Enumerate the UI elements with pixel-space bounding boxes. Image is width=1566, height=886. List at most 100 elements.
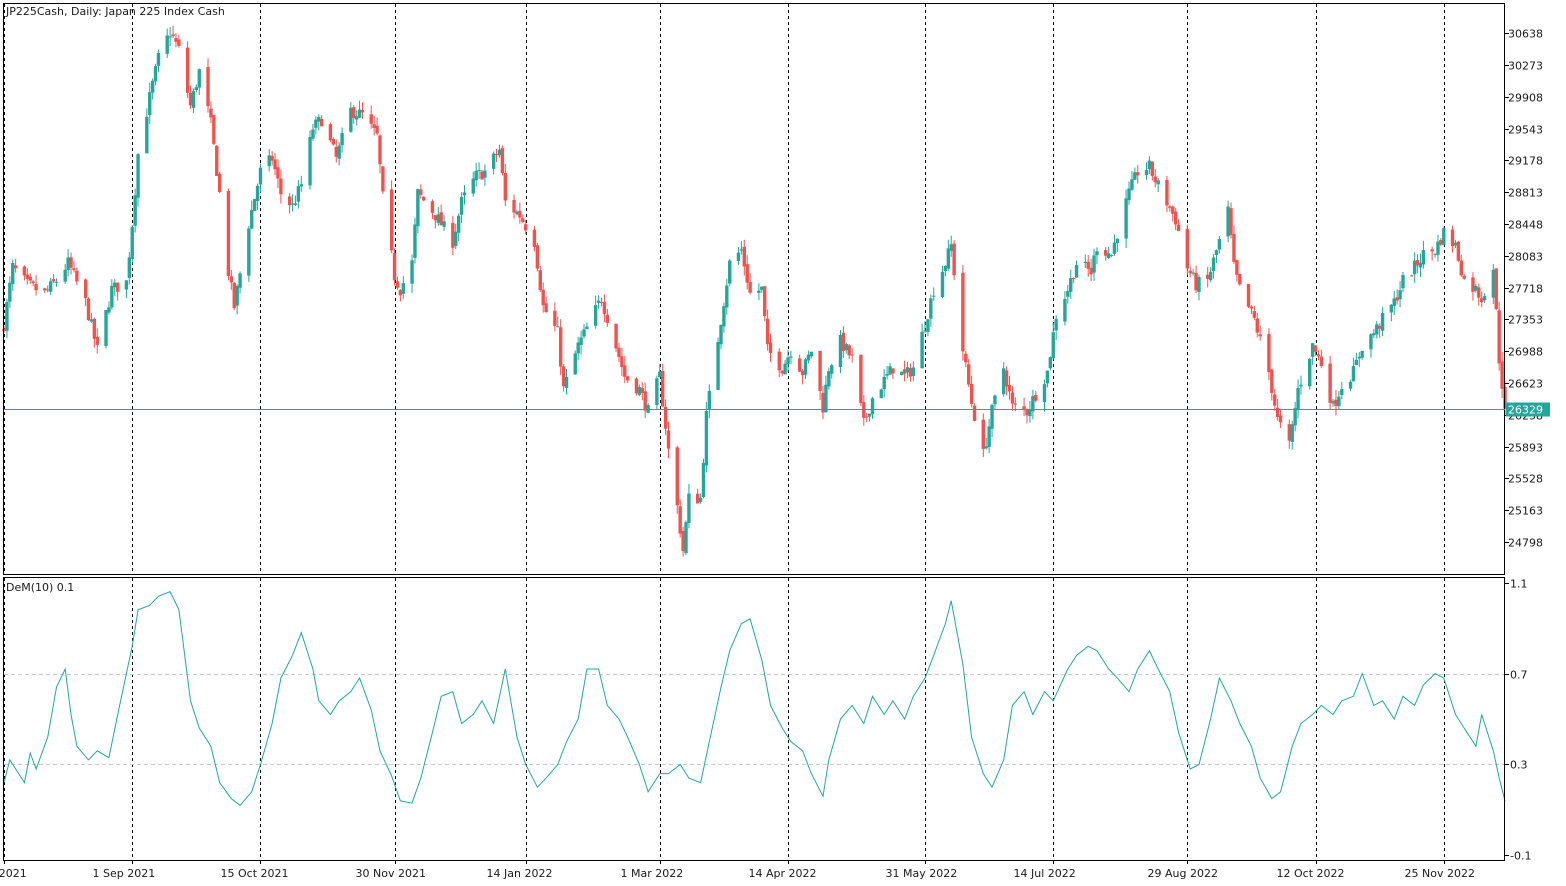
candle	[1188, 266, 1192, 278]
indicator-axis[interactable]: 1.1 0.7 0.3 -0.1	[1505, 578, 1531, 863]
x-tick-label: 25 Nov 2022	[1405, 867, 1475, 880]
candle-body	[34, 284, 38, 291]
candle	[1337, 391, 1341, 410]
candle-body	[1462, 275, 1466, 279]
candle	[658, 364, 662, 378]
candle	[524, 219, 528, 235]
candle	[704, 402, 709, 473]
candle	[1092, 248, 1096, 281]
candle-body	[1273, 394, 1277, 406]
candle	[593, 295, 598, 329]
candle-body	[206, 67, 210, 107]
candle	[1173, 207, 1178, 231]
candle	[247, 225, 251, 282]
candle	[1450, 225, 1455, 253]
candle-body	[480, 171, 484, 180]
candle-body	[929, 298, 933, 319]
candle	[1238, 273, 1242, 286]
candle-body	[375, 125, 379, 134]
candle-body	[165, 35, 169, 54]
candle-body	[1494, 268, 1498, 310]
candle	[1028, 400, 1032, 423]
candle	[401, 276, 405, 299]
candle-body	[1340, 389, 1344, 396]
candle	[314, 116, 318, 135]
last-price-tag-background	[1506, 402, 1550, 417]
candle	[1208, 267, 1213, 283]
candle	[1278, 408, 1283, 428]
candle-body	[421, 196, 426, 201]
candle-body	[841, 332, 846, 352]
candle-body	[340, 133, 344, 146]
candle-body	[763, 286, 767, 317]
candle	[1415, 254, 1420, 274]
candle-body	[1310, 343, 1315, 357]
candle-body	[436, 214, 440, 223]
candle	[311, 123, 315, 141]
candle-body	[503, 172, 508, 201]
candle-body	[1130, 179, 1134, 190]
candle	[1130, 171, 1134, 192]
candle	[1246, 283, 1251, 308]
candle	[503, 163, 508, 206]
candle	[1471, 272, 1475, 301]
candle-body	[757, 290, 761, 293]
candle	[646, 403, 650, 414]
candle-body	[63, 269, 67, 282]
candle-body	[640, 388, 644, 394]
candle	[442, 215, 446, 231]
candle	[1287, 419, 1292, 449]
y-tick-label: 29543	[1508, 124, 1543, 137]
candle-body	[1456, 241, 1461, 261]
y-tick-label: 27718	[1508, 283, 1543, 296]
candle	[1048, 356, 1053, 371]
candle	[558, 319, 563, 376]
candle	[357, 100, 362, 119]
candle	[748, 273, 752, 295]
candle	[1229, 202, 1233, 239]
candle-body	[1232, 234, 1236, 262]
candle-body	[1459, 260, 1463, 276]
candle	[107, 301, 111, 315]
x-tick-label: 14 Jan 2022	[487, 867, 553, 880]
candle	[51, 274, 56, 284]
candle-body	[558, 327, 563, 367]
candle-body	[716, 342, 720, 391]
candle	[5, 298, 9, 339]
candle-body	[124, 280, 129, 290]
time-axis[interactable]: 19 Jul 2021 1 Sep 2021 15 Oct 2021 30 Nov 2…	[0, 860, 1475, 880]
candle	[949, 235, 953, 257]
candle-body	[687, 493, 691, 524]
candle	[1453, 240, 1458, 249]
candle-body	[1150, 161, 1155, 176]
candle	[1022, 397, 1026, 417]
candle	[1500, 352, 1504, 398]
candle	[800, 368, 805, 385]
candle-body	[993, 395, 997, 405]
candle	[643, 382, 647, 419]
candle-body	[1372, 333, 1376, 336]
candle-body	[150, 80, 155, 93]
candle-body	[439, 212, 443, 226]
candle	[1270, 368, 1274, 401]
candle	[1042, 379, 1047, 412]
candle	[293, 195, 298, 206]
candle	[806, 350, 811, 364]
candle	[360, 102, 365, 119]
candle-body	[174, 38, 178, 42]
candle	[859, 354, 863, 407]
candle-body	[392, 252, 397, 281]
candle-body	[972, 405, 977, 421]
candle-body	[623, 365, 627, 377]
candle-body	[209, 108, 213, 118]
candle-body	[605, 314, 610, 323]
y-tick-label: 1.1	[1510, 578, 1528, 591]
candle	[188, 85, 193, 109]
candle	[191, 88, 196, 114]
candle	[454, 223, 458, 249]
candle	[640, 382, 644, 401]
candle-body	[1331, 400, 1335, 404]
candle-body	[419, 189, 423, 195]
candle-body	[95, 336, 99, 345]
